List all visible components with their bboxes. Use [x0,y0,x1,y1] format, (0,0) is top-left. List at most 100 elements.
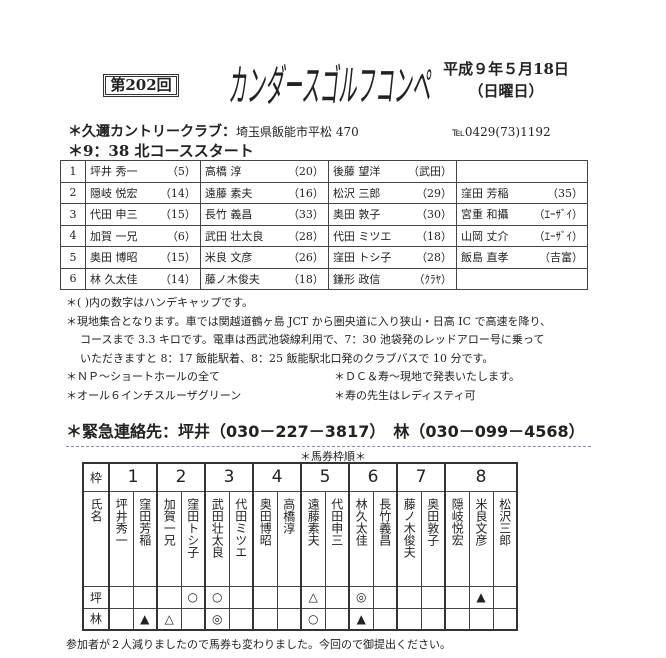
prediction-mark: ▲ [348,607,374,631]
player-cell: 藤ノ木俊夫 （18） [199,267,329,290]
player-entry: 林 久太佳 （14） [90,271,196,287]
group-row: 3 代田 申三 （15） 長竹 義昌 （33） 奥田 敦子 （30） 宮重 和攝 （ｴｰｻﾞｲ） [60,203,589,226]
note: いただきますと 8：17 飯能駅着、8：25 飯能駅北口発のクラブバスで 10 … [80,351,494,365]
entrant-name: 米良文彦 [474,497,488,546]
player-entry: 加賀 一兄 （6） [90,228,196,244]
entrant-name: 長竹義昌 [377,497,392,546]
entrant-name: 松沢三郎 [497,497,512,546]
frame-number: 7 [396,462,446,492]
entrant-name: 藤ノ木俊夫 [402,497,417,558]
note: ＊現地集合となります。車では関越道鶴ヶ島 JCT から圏央道に入り狭山・日高 I… [66,314,552,328]
entrant-name: 坪井秀一 [114,497,129,546]
prediction-mark [108,607,134,631]
group-row: 1 坪井 秀一 （5） 高橋 淳 （20） 後藤 望洋 （武田） [60,160,589,183]
player-name: 坪井 秀一 [90,165,138,179]
player-cell: 山岡 丈介 （ｴｰｻﾞｲ） [455,224,589,247]
handicap: （35） [547,186,583,200]
note: コースまで 3.3 キロです。電車は西武池袋線利用で、7：30 池袋発のレッドア… [80,333,545,346]
frame-number: 3 [204,462,254,492]
player-cell: 宮重 和攝 （ｴｰｻﾞｲ） [455,203,589,226]
prediction-mark [156,585,182,609]
entrant-name: 奥田敦子 [425,497,440,546]
prediction-mark [444,585,470,609]
footer-note: 参加者が２人減りましたので馬券も変わりました。今回ので御提出ください。 [66,638,451,651]
prediction-mark: ▲ [468,585,494,609]
player-entry: 代田 申三 （15） [90,206,196,222]
horse-name-cell: 窪田芳稲 [132,490,158,587]
entrant-name: 林久太佳 [354,497,369,546]
player-name: 宮重 和攝 [460,208,509,222]
player-entry: 武田 壮太良 （28） [205,228,324,244]
horse-name-cell: 高橋淳 [276,490,302,587]
handicap: （30） [415,208,452,222]
venue-tel: ℡0429(73)1192 [452,125,551,139]
handicap: （ｴｰｻﾞｲ） [533,208,584,222]
prediction-mark [228,607,254,631]
group-row: 6 林 久太佳 （14） 藤ノ木俊夫 （18） 鎌形 政信 （ｸﾗﾔ） [60,267,589,290]
entrant-name: 窪田芳稲 [137,497,152,546]
group-number: 6 [60,267,86,290]
note-row: ＊オール６インチスルーザグリーン ＊寿の先生はレディスティ可 [66,388,476,402]
pairings-table: 1 坪井 秀一 （5） 高橋 淳 （20） 後藤 望洋 （武田） 2 隠岐 悦宏 （14） 遠藤 素… [60,160,589,290]
prediction-mark [396,585,422,609]
player-name: 鎌形 政信 [332,272,381,286]
prediction-mark [444,607,470,631]
player-entry: 坪井 秀一 （5） [90,163,196,179]
player-entry: 米良 文彦 （26） [205,249,324,265]
document-title: カンダースゴルフコンペ [228,61,431,112]
player-entry: 鎌形 政信 （ｸﾗﾔ） [333,271,452,287]
prediction-mark [132,585,158,609]
player-name: 林 久太佳 [90,272,138,286]
player-entry: 奥田 博昭 （15） [90,249,196,265]
horse-name-cell: 窪田トシ子 [180,490,206,587]
handicap: （武田） [407,165,452,179]
player-entry: 山岡 丈介 （ｴｰｻﾞｲ） [461,228,583,244]
frame-number: 1 [108,462,158,492]
frame-number: 4 [252,462,302,492]
handicap: （20） [287,165,324,179]
prediction-mark [420,585,446,609]
weekday-text: （日曜日） [468,82,544,100]
entrant-name: 奥田博昭 [258,497,273,546]
prediction-mark: ○ [204,585,230,609]
player-name: 長竹 義昌 [204,208,253,222]
player-name: 奥田 博昭 [90,251,138,265]
baken-title: ＊馬券枠順＊ [300,450,366,463]
prediction-mark: ◎ [348,585,374,609]
player-cell: 代田 申三 （15） [85,203,201,226]
prediction-mark [372,585,398,609]
start-time: ＊9：38 北コーススタート [68,142,254,160]
player-entry: 奥田 敦子 （30） [333,206,452,222]
player-name: 山岡 丈介 [460,229,509,243]
handicap: （ｴｰｻﾞｲ） [533,229,584,243]
player-name: 窪田 芳稲 [460,186,509,200]
horse-name-cell: 林久太佳 [348,490,374,587]
player-cell: 窪田 トシ子 （28） [327,246,457,269]
horse-name-cell: 藤ノ木俊夫 [396,490,422,587]
player-entry: 窪田 芳稲 （35） [461,185,583,201]
note: ＊( )内の数字はハンデキャップです。 [66,296,253,309]
player-name: 加賀 一兄 [90,229,138,243]
venue-address: 埼玉県飯能市平松 470 [236,125,359,139]
player-cell [455,160,589,183]
player-name: 後藤 望洋 [332,165,381,179]
entrant-name: 遠藤素夫 [306,497,321,546]
prediction-mark [492,585,518,609]
group-number: 5 [60,246,86,269]
horse-name-cell: 松沢三郎 [492,490,518,587]
prediction-mark [252,585,278,609]
note-row: ＊ＮＰ～ショートホールの全て ＊ＤＣ＆寿～現地で発表いたします。 [66,370,520,383]
player-cell: 飯島 直孝 （吉富） [455,246,589,269]
player-entry: 後藤 望洋 （武田） [333,163,452,179]
player-cell: 奥田 敦子 （30） [327,203,457,226]
frame-number: 8 [444,462,518,492]
handicap: （5） [166,165,196,179]
handicap: （29） [415,186,452,200]
player-cell: 長竹 義昌 （33） [199,203,329,226]
player-name: 奥田 敦子 [332,208,381,222]
date-text: 平成９年５月18日 [443,60,569,78]
handicap: （28） [415,251,452,265]
prediction-mark [228,585,254,609]
event-date: 平成９年５月18日 （日曜日） [436,58,576,102]
handicap: （ｸﾗﾔ） [413,272,452,286]
